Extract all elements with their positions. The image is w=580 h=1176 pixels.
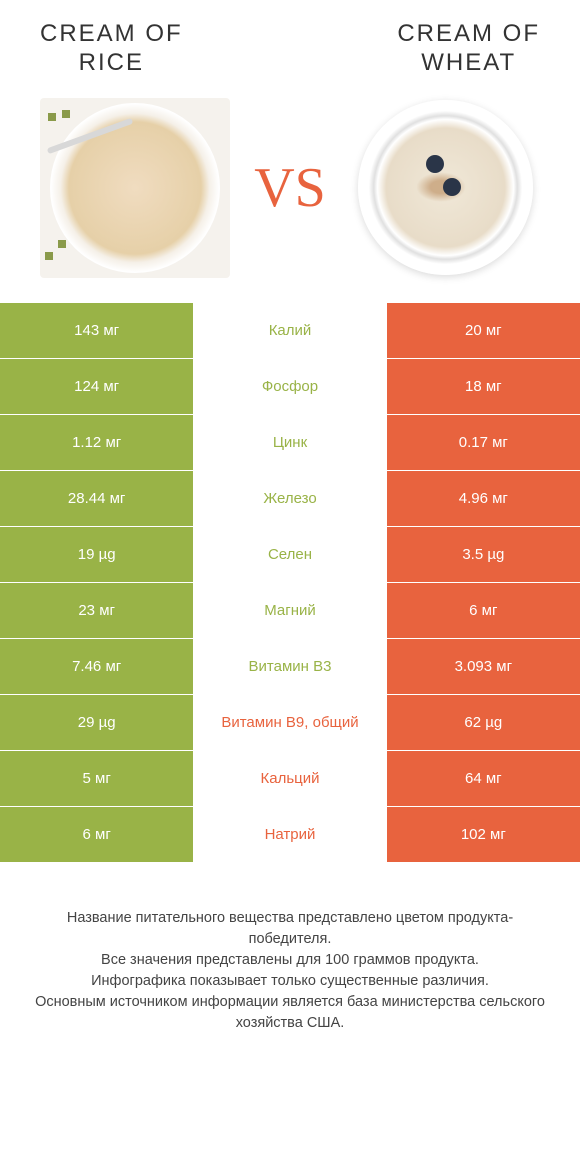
left-value: 7.46 мг — [0, 639, 193, 694]
left-food-image — [40, 98, 230, 278]
left-value: 19 µg — [0, 527, 193, 582]
images-row: VS — [0, 88, 580, 303]
footer-line: Основным источником информации является … — [30, 992, 550, 1034]
left-value: 5 мг — [0, 751, 193, 806]
left-title: CREAM OF RICE — [40, 20, 183, 78]
table-row: 5 мгКальций64 мг — [0, 751, 580, 807]
nutrient-label: Железо — [193, 471, 386, 526]
table-row: 28.44 мгЖелезо4.96 мг — [0, 471, 580, 527]
right-title: CREAM OF WHEAT — [397, 20, 540, 78]
table-row: 29 µgВитамин B9, общий62 µg — [0, 695, 580, 751]
right-value: 62 µg — [387, 695, 580, 750]
footer-line: Название питательного вещества представл… — [30, 908, 550, 950]
nutrient-label: Витамин B9, общий — [193, 695, 386, 750]
right-value: 18 мг — [387, 359, 580, 414]
vs-label: VS — [254, 156, 326, 220]
nutrient-label: Цинк — [193, 415, 386, 470]
right-value: 0.17 мг — [387, 415, 580, 470]
left-value: 28.44 мг — [0, 471, 193, 526]
nutrient-label: Витамин B3 — [193, 639, 386, 694]
nutrient-label: Кальций — [193, 751, 386, 806]
infographic: CREAM OF RICE CREAM OF WHEAT VS 143 мгКа… — [0, 0, 580, 1034]
table-row: 1.12 мгЦинк0.17 мг — [0, 415, 580, 471]
nutrient-label: Натрий — [193, 807, 386, 862]
nutrient-label: Калий — [193, 303, 386, 358]
footer-line: Инфографика показывает только существенн… — [30, 971, 550, 992]
nutrient-label: Магний — [193, 583, 386, 638]
nutrient-label: Фосфор — [193, 359, 386, 414]
left-value: 1.12 мг — [0, 415, 193, 470]
table-row: 19 µgСелен3.5 µg — [0, 527, 580, 583]
right-value: 102 мг — [387, 807, 580, 862]
table-row: 124 мгФосфор18 мг — [0, 359, 580, 415]
left-value: 143 мг — [0, 303, 193, 358]
right-value: 6 мг — [387, 583, 580, 638]
table-row: 7.46 мгВитамин B33.093 мг — [0, 639, 580, 695]
right-value: 3.093 мг — [387, 639, 580, 694]
comparison-table: 143 мгКалий20 мг124 мгФосфор18 мг1.12 мг… — [0, 303, 580, 863]
right-value: 4.96 мг — [387, 471, 580, 526]
footer-line: Все значения представлены для 100 граммо… — [30, 950, 550, 971]
left-value: 29 µg — [0, 695, 193, 750]
left-value: 23 мг — [0, 583, 193, 638]
table-row: 143 мгКалий20 мг — [0, 303, 580, 359]
table-row: 6 мгНатрий102 мг — [0, 807, 580, 863]
right-value: 20 мг — [387, 303, 580, 358]
right-food-image — [350, 98, 540, 278]
left-value: 124 мг — [0, 359, 193, 414]
right-value: 64 мг — [387, 751, 580, 806]
nutrient-label: Селен — [193, 527, 386, 582]
right-value: 3.5 µg — [387, 527, 580, 582]
footer-notes: Название питательного вещества представл… — [0, 863, 580, 1034]
table-row: 23 мгМагний6 мг — [0, 583, 580, 639]
left-value: 6 мг — [0, 807, 193, 862]
titles-row: CREAM OF RICE CREAM OF WHEAT — [0, 0, 580, 88]
